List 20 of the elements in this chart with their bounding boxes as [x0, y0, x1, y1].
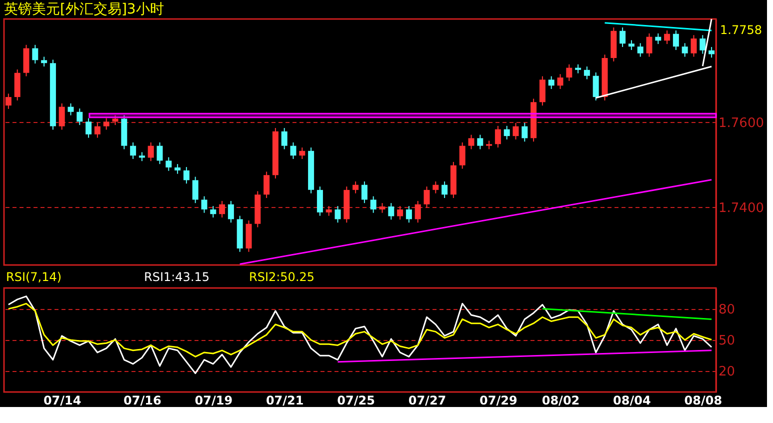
x-tick-label: 08/08 [684, 394, 722, 408]
x-tick-label: 08/04 [613, 394, 651, 408]
chart-title: RSI(7,14) [6, 270, 62, 284]
x-tick-label: 07/21 [266, 394, 304, 408]
y-tick-label: 80 [718, 302, 736, 318]
text: 1.7758 [720, 23, 762, 37]
x-tick-label: 07/16 [124, 394, 162, 408]
text: RSI1:43.15 [144, 270, 210, 284]
x-tick-label: 07/25 [337, 394, 375, 408]
y-tick-label: 1.7600 [718, 116, 764, 131]
chart-title: 英镑美元[外汇交易]3小时 [4, 1, 164, 18]
text: RSI2:50.25 [249, 270, 315, 284]
y-tick-label: 20 [718, 364, 736, 380]
y-tick-label: 1.7400 [718, 200, 764, 216]
x-tick-label: 08/02 [542, 394, 580, 408]
x-tick-label: 07/14 [43, 394, 82, 408]
x-tick-label: 07/27 [408, 394, 446, 408]
y-tick-label: 50 [718, 334, 736, 348]
x-tick-label: 07/19 [194, 394, 233, 408]
x-tick-label: 07/29 [480, 394, 518, 408]
